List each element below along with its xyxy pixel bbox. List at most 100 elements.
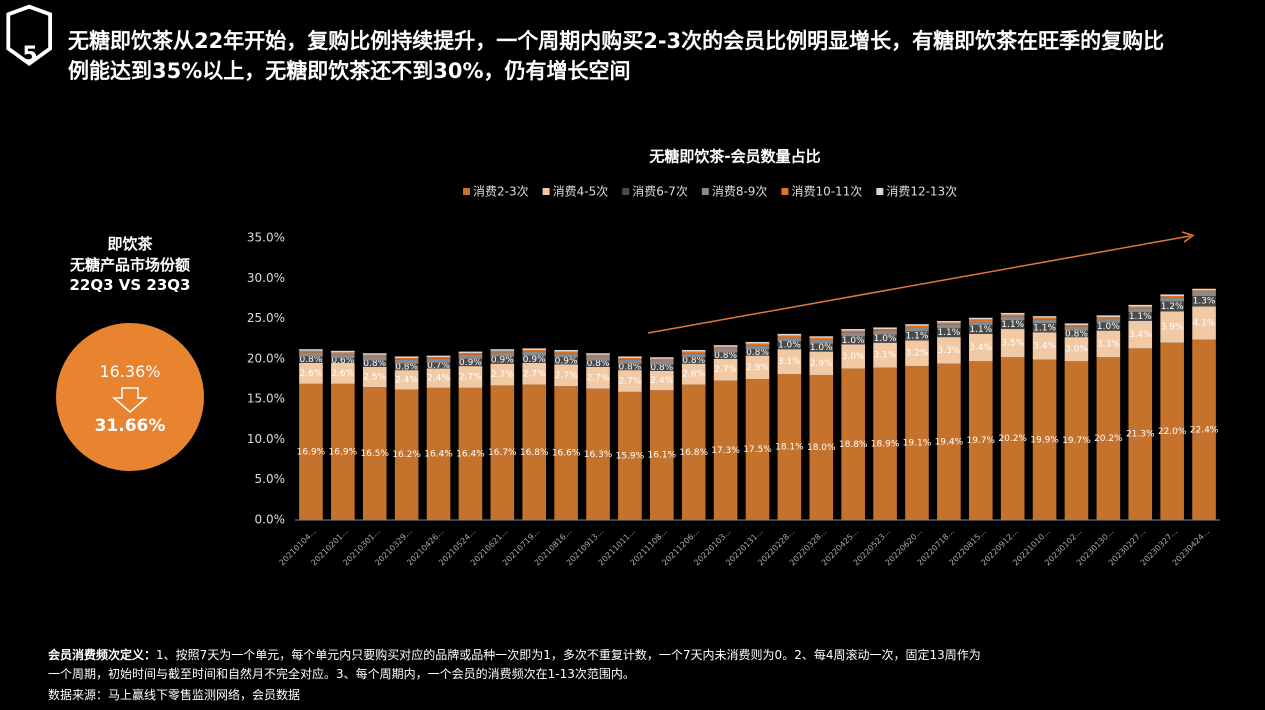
share-from: 16.36% [99, 362, 161, 381]
bar-segment [809, 339, 834, 344]
legend-label: 消费8-9次 [712, 185, 768, 199]
data-label: 18.1% [775, 443, 804, 453]
data-label: 16.4% [424, 449, 453, 459]
bar-segment [1064, 325, 1089, 327]
bar-segment [809, 337, 834, 340]
bar-segment [458, 387, 483, 520]
share-to: 31.66% [94, 416, 166, 436]
bar-segment [618, 356, 642, 359]
source: 数据来源：马上赢线下零售监测网络，会员数据 [48, 688, 301, 702]
bar-segment [299, 350, 323, 353]
bar-segment [713, 348, 738, 353]
data-label: 22.4% [1190, 425, 1219, 435]
bar-segment [1064, 330, 1089, 338]
logo: 5 [6, 4, 53, 68]
data-label: 16.9% [329, 447, 358, 457]
data-label: 15.9% [616, 451, 645, 461]
bar-segment [1032, 316, 1057, 318]
bar-segment [1192, 291, 1216, 297]
bar-segment [362, 354, 387, 357]
bar-segment [586, 388, 610, 520]
bar-segment [1128, 306, 1153, 309]
bar-segment [968, 361, 993, 520]
bar-segment [1096, 357, 1121, 520]
data-label: 1.1% [937, 328, 960, 338]
data-label: 18.9% [871, 439, 900, 449]
data-label: 2.7% [587, 373, 610, 383]
bar-segment [937, 363, 961, 520]
side-line: 无糖产品市场份额 [69, 256, 190, 274]
bar-segment [554, 351, 578, 354]
bar-segment [777, 333, 802, 336]
bar-segment [937, 322, 961, 325]
data-label: 3.0% [842, 352, 865, 362]
data-label: 3.4% [1129, 330, 1152, 340]
legend-label: 消费12-13次 [886, 185, 957, 199]
bar-segment [968, 333, 993, 362]
data-label: 0.8% [1065, 329, 1088, 339]
legend-label: 消费2-3次 [473, 185, 529, 199]
bar-segment [331, 358, 355, 363]
legend-swatch [542, 188, 550, 195]
data-label: 0.9% [459, 358, 482, 368]
bar-segment [586, 366, 610, 389]
bar-segment [1096, 330, 1121, 358]
data-label: 16.4% [456, 449, 485, 459]
bar-segment [522, 351, 547, 356]
footnote: 会员消费频次定义：1、按照7天为一个单元，每个单元内只要购买对应的品牌或品种一次… [48, 646, 983, 684]
bar-segment [299, 383, 323, 520]
bar-segment [426, 368, 451, 388]
data-label: 3.0% [1065, 345, 1088, 355]
bar-segment [968, 320, 993, 326]
bar-segment [299, 352, 323, 357]
bar-segment [426, 387, 451, 520]
trend-arrow [647, 235, 1191, 334]
bar-segment [394, 356, 419, 359]
data-label: 20.2% [1094, 434, 1123, 444]
legend-swatch [876, 188, 884, 195]
bar-segment [554, 386, 578, 520]
data-label: 16.8% [679, 448, 708, 458]
bar-segment [841, 344, 865, 369]
data-label: 1.1% [969, 325, 992, 335]
bar-segment [1032, 317, 1057, 320]
bar-segment [841, 368, 865, 520]
bar-segment [362, 360, 387, 367]
bar-segment [905, 340, 929, 367]
bar-segment [1192, 290, 1216, 292]
bar-segment [937, 328, 961, 338]
y-tick-label: 25.0% [247, 311, 285, 325]
bar-segment [426, 362, 451, 369]
data-label: 3.1% [874, 351, 897, 361]
bar-segment [1064, 326, 1089, 331]
data-label: 2.6% [682, 370, 705, 380]
bar-segment [1160, 296, 1184, 298]
data-label: 1.1% [906, 331, 929, 341]
bar-segment [745, 349, 770, 356]
bar-segment [426, 357, 451, 359]
y-tick-label: 10.0% [247, 432, 285, 446]
data-label: 22.0% [1158, 427, 1187, 437]
bar-segment [618, 391, 642, 520]
bar-segment [586, 353, 610, 355]
bar-segment [586, 356, 610, 361]
bar-segment [1064, 323, 1089, 326]
data-label: 16.6% [552, 449, 581, 459]
data-label: 2.6% [300, 369, 323, 379]
side-line: 即饮茶 [107, 235, 153, 253]
data-label: 19.7% [966, 436, 995, 446]
data-label: 2.5% [363, 372, 386, 382]
y-tick-label: 30.0% [247, 271, 285, 285]
title: 无糖即饮茶从22年开始，复购比例持续提升，一个周期内购买2-3次的会员比例明显增… [68, 29, 1165, 83]
bar-segment [1000, 314, 1025, 317]
bar-segment [1032, 332, 1057, 360]
data-label: 18.8% [839, 440, 868, 450]
bar-segment [490, 349, 515, 351]
bar-segment [873, 342, 897, 368]
bar-segment [362, 356, 387, 361]
data-label: 2.7% [618, 377, 641, 387]
data-label: 2.4% [427, 374, 450, 384]
bar-segment [713, 345, 738, 347]
bar-segment [809, 343, 834, 352]
